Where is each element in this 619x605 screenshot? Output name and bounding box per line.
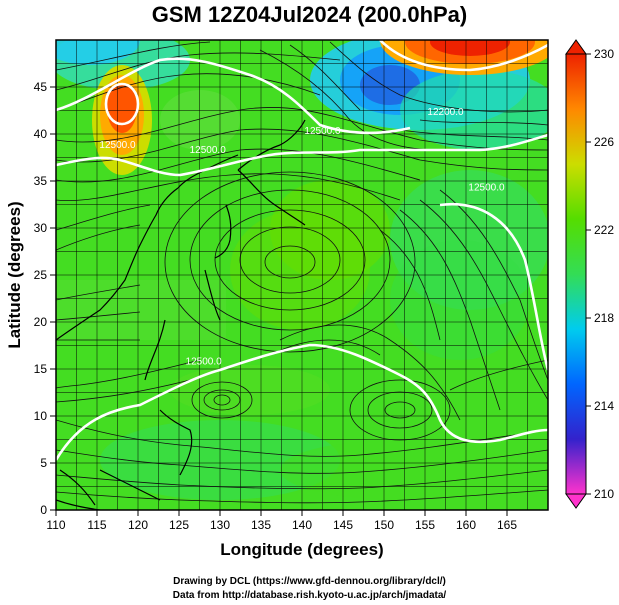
x-tick-label: 155 (415, 518, 435, 532)
y-tick-label: 15 (34, 362, 48, 376)
x-tick-label: 140 (292, 518, 312, 532)
colorbar-tick-label: 230 (594, 47, 614, 61)
wind-streamlines (56, 41, 548, 504)
height-contours (56, 40, 548, 461)
x-tick-label: 120 (128, 518, 148, 532)
x-tick-label: 115 (87, 518, 106, 532)
colorbar-tick-label: 226 (594, 135, 614, 149)
x-tick-label: 125 (169, 518, 189, 532)
coastlines (56, 119, 306, 510)
x-tick-label: 165 (497, 518, 517, 532)
y-axis: 0 5 10 15 20 25 30 35 40 45 (34, 80, 56, 517)
x-tick-label: 110 (46, 518, 65, 532)
colorbar-tick-label: 210 (594, 487, 614, 501)
contour-label: 12500.0 (468, 182, 505, 193)
contour-label: 12200.0 (427, 107, 464, 118)
contour-label: 12500.0 (186, 356, 223, 367)
x-tick-label: 150 (374, 518, 394, 532)
x-axis-title: Longitude (degrees) (220, 540, 383, 559)
y-tick-label: 0 (40, 503, 47, 517)
y-tick-label: 10 (34, 409, 48, 423)
y-axis-title: Latitude (degrees) (5, 201, 24, 348)
colorbar-bar (565, 53, 587, 495)
y-tick-label: 35 (34, 174, 48, 188)
y-tick-label: 5 (40, 456, 47, 470)
y-tick-label: 25 (34, 268, 48, 282)
contour-label: 12500.0 (304, 126, 341, 137)
x-tick-label: 135 (251, 518, 271, 532)
x-tick-label: 145 (333, 518, 353, 532)
x-axis: 110 115 120 125 130 135 140 145 150 155 160 165 (46, 510, 517, 532)
colorbar-tick-label: 218 (594, 311, 614, 325)
y-tick-label: 20 (34, 315, 48, 329)
colorbar-top-arrow (565, 39, 587, 55)
y-tick-label: 30 (34, 221, 48, 235)
colorbar-bottom-arrow (565, 493, 587, 509)
credit-line-drawing: Drawing by DCL (https://www.gfd-dennou.o… (173, 576, 446, 587)
colorbar-tick-label: 214 (594, 399, 614, 413)
colorbar-tick-label: 222 (594, 223, 614, 237)
contour-label: 12500.0 (99, 140, 136, 151)
x-tick-label: 160 (456, 518, 476, 532)
contour-label: 12500.0 (190, 145, 227, 156)
y-tick-label: 45 (34, 80, 48, 94)
contour-labels: 12500.0 12500.0 12500.0 12200.0 12500.0 12500… (99, 107, 505, 367)
y-tick-label: 40 (34, 127, 48, 141)
colorbar: 210 214 218 222 226 230 (565, 39, 614, 509)
credit-line-data: Data from http://database.rish.kyoto-u.a… (172, 590, 447, 601)
chart-title: GSM 12Z04Jul2024 (200.0hPa) (151, 2, 468, 27)
x-tick-label: 130 (210, 518, 230, 532)
